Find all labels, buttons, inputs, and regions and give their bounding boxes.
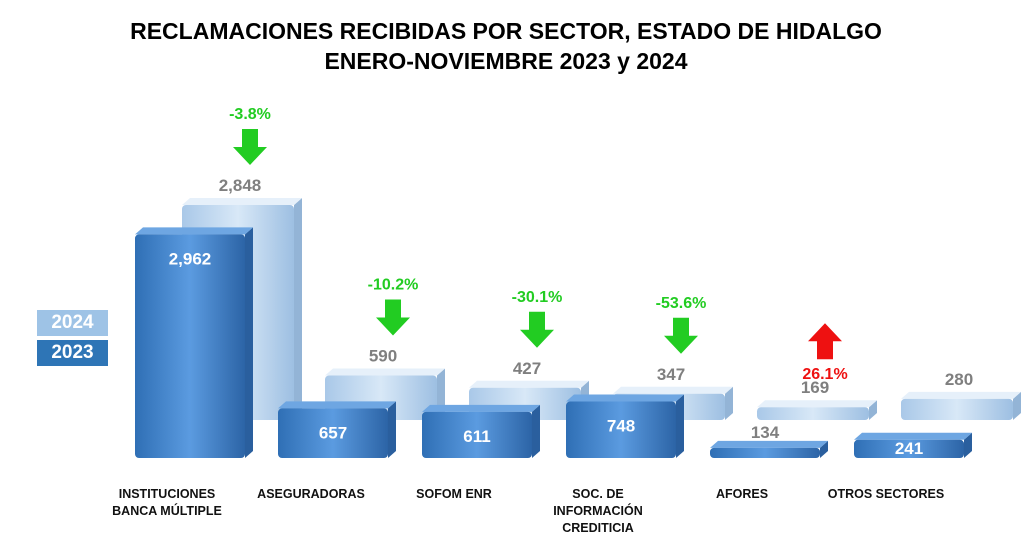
category-label: OTROS SECTORES <box>806 486 966 503</box>
data-label-2023: 657 <box>319 423 347 442</box>
legend-2024: 2024 <box>37 310 108 336</box>
change-label: -3.8% <box>229 106 271 123</box>
category-label: SOC. DE INFORMACIÓN CREDITICIA <box>518 486 678 537</box>
category-label-line: SOC. DE <box>572 487 624 501</box>
change-label: -53.6% <box>656 295 707 312</box>
data-label-2024: 347 <box>657 365 685 384</box>
data-label-2024: 427 <box>513 359 541 378</box>
data-label-2023: 748 <box>607 417 635 436</box>
category-label-line: OTROS SECTORES <box>827 487 945 501</box>
bar-2023 <box>278 401 396 458</box>
chart-title: RECLAMACIONES RECIBIDAS POR SECTOR, ESTA… <box>130 18 882 44</box>
category-label-line: ASEGURADORAS <box>257 487 365 501</box>
category-label: INSTITUCIONES BANCA MÚLTIPLE <box>87 486 247 520</box>
data-label-2024: 280 <box>945 370 973 389</box>
data-label-2024: 2,848 <box>219 176 262 195</box>
change-arrow-down: -30.1% <box>512 289 563 348</box>
change-arrow-down: -10.2% <box>368 276 419 336</box>
data-label-2024: 590 <box>369 346 397 365</box>
change-arrow-down: -53.6% <box>656 295 707 354</box>
data-label-2024: 169 <box>801 378 829 397</box>
data-label-2023: 241 <box>895 439 923 458</box>
bar-2023 <box>710 440 828 458</box>
bar-2023 <box>422 404 540 458</box>
bar-2024 <box>757 400 877 420</box>
data-label-2023: 611 <box>463 427 490 446</box>
bar-2024 <box>901 391 1021 420</box>
change-label: -30.1% <box>512 289 563 306</box>
category-label-line: CREDITICIA <box>562 521 634 535</box>
change-arrow-up: 26.1% <box>802 323 848 383</box>
change-arrow-down: -3.8% <box>229 106 271 165</box>
category-label-line: AFORES <box>715 487 769 501</box>
category-label: SOFOM ENR <box>374 486 534 503</box>
bar-2023 <box>854 432 972 458</box>
chart-subtitle: ENERO-NOVIEMBRE 2023 y 2024 <box>324 48 688 74</box>
data-label-2023: 134 <box>751 423 780 442</box>
category-label-line: INSTITUCIONES <box>118 487 216 501</box>
category-label: AFORES <box>662 486 822 503</box>
change-label: 26.1% <box>802 366 847 383</box>
category-label-line: INFORMACIÓN <box>553 504 643 518</box>
category-label-line: BANCA MÚLTIPLE <box>112 504 222 518</box>
legend-2023: 2023 <box>37 340 108 366</box>
category-label-line: SOFOM ENR <box>416 487 492 501</box>
bar-2023 <box>566 394 684 458</box>
data-label-2023: 2,962 <box>169 249 212 268</box>
change-label: -10.2% <box>368 276 419 293</box>
category-label: ASEGURADORAS <box>231 486 391 503</box>
bar-2023 <box>135 227 253 458</box>
